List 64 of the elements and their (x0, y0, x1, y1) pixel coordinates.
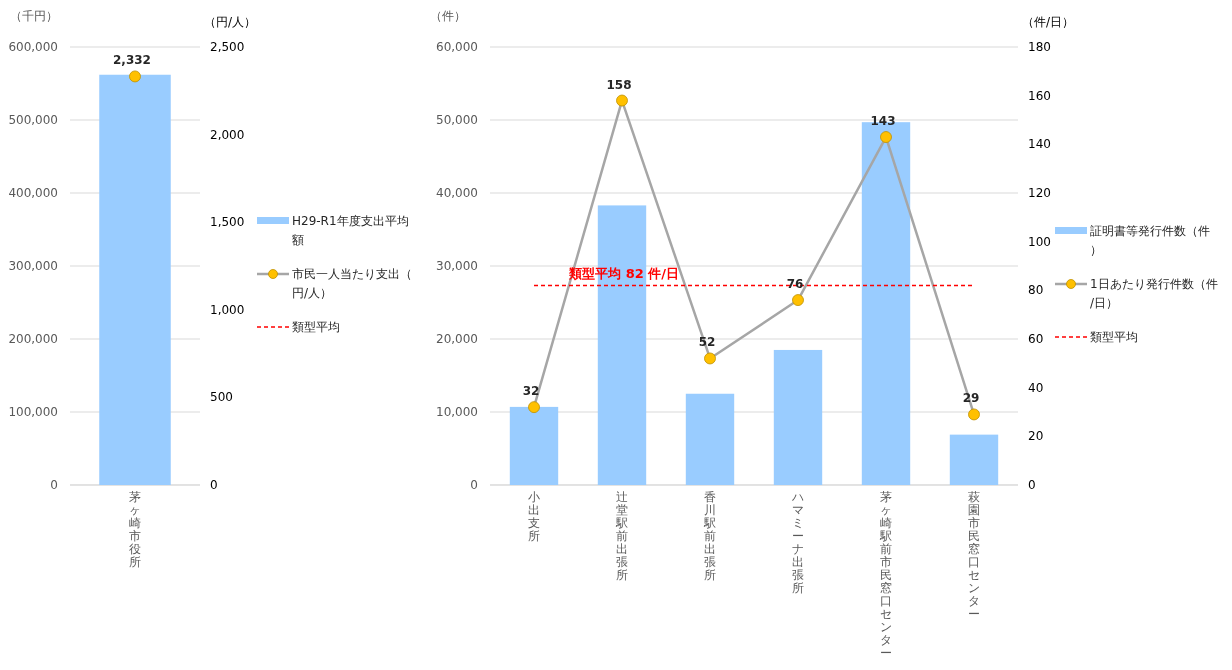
y2-tick-label: 140 (1028, 137, 1051, 152)
y2-tick-label: 2,500 (210, 40, 245, 54)
y-tick-label: 30,000 (436, 259, 478, 273)
point (704, 352, 716, 365)
bar (773, 349, 823, 485)
data-label: 143 (870, 114, 896, 129)
legend-label: 証明書等発行件数（件） (1090, 224, 1210, 257)
y2-tick-label: 1,000 (210, 302, 245, 317)
y2-axis-title: （円/人） (204, 15, 257, 29)
x-tick-label: 茅ヶ崎市役所 (129, 490, 141, 569)
point (792, 294, 804, 306)
y-tick-label: 50,000 (436, 113, 478, 127)
y-tick-label: 20,000 (436, 332, 478, 346)
bar (685, 393, 735, 485)
category-label: 萩園市民窓口センター (968, 490, 980, 621)
y-tick-label: 200,000 (8, 332, 58, 346)
x-tick-label: 香川駅前出張所 (703, 490, 716, 582)
data-label: 32 (522, 384, 540, 399)
y2-tick-label: 0 (210, 478, 218, 492)
y2-axis-title: （件/日） (1022, 15, 1075, 29)
ref-line-label: 類型平均 82 件/日 (568, 266, 680, 282)
point (528, 401, 540, 414)
y-axis-title: （件） (430, 9, 466, 23)
y-axis-title: （千円） (10, 9, 58, 23)
data-label: 158 (606, 77, 632, 92)
y2-tick-label: 20 (1028, 429, 1044, 444)
y2-tick-label: 60 (1028, 332, 1044, 346)
y2-tick-label: 1,500 (210, 215, 245, 230)
y-tick-label: 0 (50, 478, 58, 492)
y2-tick-label: 100 (1028, 234, 1051, 249)
y-tick-label: 40,000 (436, 186, 478, 200)
legend-label: 市民一人当たり支出（円/人） (292, 267, 412, 300)
legend-label: H29-R1年度支出平均額 (292, 214, 409, 247)
y2-tick-label: 160 (1028, 88, 1051, 103)
y-tick-label: 100,000 (8, 405, 58, 419)
y2-tick-label: 0 (1028, 478, 1036, 492)
y-tick-label: 60,000 (436, 40, 478, 54)
y2-tick-label: 40 (1028, 380, 1044, 395)
y-tick-label: 0 (470, 478, 478, 492)
data-label: 2,332 (113, 53, 151, 68)
y2-tick-label: 120 (1028, 186, 1051, 200)
y2-tick-label: 500 (210, 390, 233, 405)
y-tick-label: 400,000 (8, 186, 58, 200)
y-tick-label: 500,000 (8, 113, 58, 127)
legend-label: 類型平均 (292, 320, 340, 334)
point (880, 131, 892, 143)
point (968, 408, 980, 421)
y-tick-label: 600,000 (8, 40, 58, 54)
y-tick-label: 300,000 (8, 259, 58, 273)
legend-label: 類型平均 (1090, 330, 1138, 344)
category-label: 茅ヶ崎駅前市民窓口センター (880, 490, 892, 660)
bar (509, 406, 559, 485)
data-label: 29 (962, 391, 980, 406)
x-tick-label: 辻堂駅前出張所 (615, 490, 628, 582)
point (616, 94, 628, 107)
y2-tick-label: 2,000 (210, 127, 245, 142)
data-label: 52 (698, 335, 716, 350)
bar (949, 434, 999, 485)
y2-tick-label: 180 (1028, 40, 1051, 54)
x-tick-label: ハマミーナ出張所 (791, 490, 804, 595)
x-tick-label: 小出支所 (528, 490, 540, 543)
y2-tick-label: 80 (1028, 283, 1044, 298)
y-tick-label: 10,000 (436, 405, 478, 419)
legend-label: 1日あたり発行件数（件/日） (1090, 277, 1218, 310)
